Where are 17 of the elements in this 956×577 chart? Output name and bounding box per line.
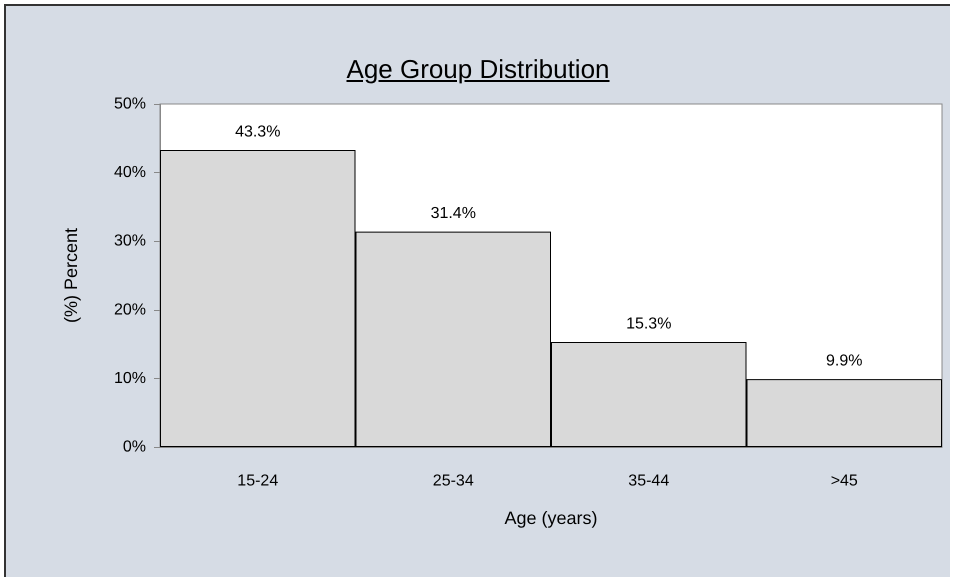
y-tick-label: 20% xyxy=(114,301,146,318)
y-tick-label: 10% xyxy=(114,370,146,387)
data-label: 15.3% xyxy=(626,316,672,333)
y-tick-label: 50% xyxy=(114,96,146,112)
x-tick-label: 15-24 xyxy=(237,472,278,490)
data-label: 9.9% xyxy=(826,352,862,370)
x-axis-title: Age (years) xyxy=(504,508,598,528)
y-tick-label: 30% xyxy=(114,232,146,250)
x-tick-label: 25-34 xyxy=(432,472,474,490)
chart-title: Age Group Distribution xyxy=(345,54,611,85)
x-tick-label: 35-44 xyxy=(628,472,670,490)
y-axis-title: (%) Percent xyxy=(61,228,81,324)
y-tick-label: 0% xyxy=(122,438,146,456)
y-tick-label: 40% xyxy=(114,164,146,182)
x-tick-label: >45 xyxy=(830,472,858,490)
data-label: 31.4% xyxy=(430,205,476,222)
data-label: 43.3% xyxy=(235,123,280,140)
